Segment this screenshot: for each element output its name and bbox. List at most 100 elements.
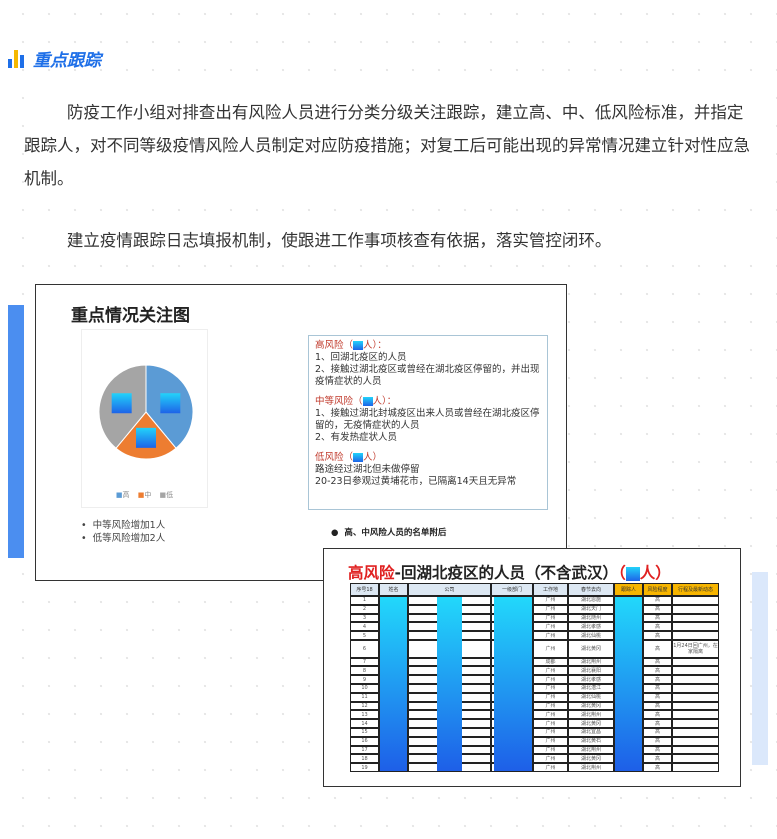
table-cell: 6 bbox=[350, 640, 379, 658]
table-header: 风险程度 bbox=[643, 583, 672, 596]
table-cell: 广州 bbox=[533, 754, 568, 764]
table-cell: 广州 bbox=[533, 719, 568, 728]
table-header: 跟踪人 bbox=[614, 583, 643, 596]
table-cell bbox=[672, 684, 719, 693]
table-cell: 15 bbox=[350, 728, 379, 737]
table-cell: 广州 bbox=[533, 710, 568, 720]
table-cell: 湖北荆州 bbox=[568, 745, 614, 755]
table-cell bbox=[672, 701, 719, 711]
table-cell: 1 bbox=[350, 596, 379, 605]
pie-data-label bbox=[160, 393, 181, 414]
table-cell: 8 bbox=[350, 666, 379, 676]
redacted-block bbox=[615, 597, 642, 771]
table-cell: 湖北荆州 bbox=[568, 657, 614, 667]
table-cell: 10 bbox=[350, 684, 379, 693]
bullet-item: • 低等风险增加2人 bbox=[81, 533, 166, 544]
table-cell: 16 bbox=[350, 736, 379, 746]
chart-legend: ■高 ■中 ■低 bbox=[115, 491, 174, 499]
bullet-item: • 中等风险增加1人 bbox=[81, 520, 166, 531]
table-cell: 湖北天门 bbox=[568, 604, 614, 614]
risk-criteria-box: 高风险（ 人）： 1、回湖北疫区的人员 2、接触过湖北疫区或曾经在湖北疫区停留的，并… bbox=[308, 335, 548, 510]
table-cell: 17 bbox=[350, 745, 379, 755]
table-cell: 湖北荆州 bbox=[568, 763, 614, 772]
redacted-block bbox=[494, 597, 532, 771]
table-cell: 湖北仙桃 bbox=[568, 692, 614, 702]
table-cell: 高 bbox=[643, 675, 672, 684]
table-cell: 高 bbox=[643, 763, 672, 772]
table-cell: 高 bbox=[643, 613, 672, 623]
table-cell: 高 bbox=[643, 736, 672, 746]
table-cell: 高 bbox=[643, 728, 672, 737]
table-cell: 广州 bbox=[533, 736, 568, 746]
table-cell: 18 bbox=[350, 754, 379, 764]
table-cell: 3 bbox=[350, 613, 379, 623]
paragraph: 建立疫情跟踪日志填报机制，使跟进工作事项核查有依据，落实管控闭环。 bbox=[24, 224, 754, 257]
table-header: 春节去向 bbox=[568, 583, 614, 596]
legend-low: 低 bbox=[166, 491, 174, 499]
table-header: 工作地 bbox=[533, 583, 568, 596]
pie-chart: ■高 ■中 ■低 bbox=[81, 329, 208, 508]
table-cell: 广州 bbox=[533, 631, 568, 640]
table-cell: 广州 bbox=[533, 701, 568, 711]
table-cell: 9 bbox=[350, 675, 379, 684]
table-cell: 湖北黄冈 bbox=[568, 754, 614, 764]
table-cell: 广州 bbox=[533, 666, 568, 676]
table-cell: 12 bbox=[350, 701, 379, 711]
table-cell: 广州 bbox=[533, 675, 568, 684]
table-cell: 广州 bbox=[533, 684, 568, 693]
table-cell: 高 bbox=[643, 631, 672, 640]
table-cell: 19 bbox=[350, 763, 379, 772]
table-cell: 成都 bbox=[533, 657, 568, 667]
table-cell: 高 bbox=[643, 692, 672, 702]
table-cell: 高 bbox=[643, 604, 672, 614]
paragraph: 防疫工作小组对排查出有风险人员进行分类分级关注跟踪，建立高、中、低风险标准，并指… bbox=[24, 96, 754, 195]
slide-image-high-risk-table: 高风险-回湖北疫区的人员（不含武汉）（ 人） 序号18 姓名 公司 一级部门 工作地 春节去… bbox=[323, 548, 741, 787]
table-cell bbox=[672, 736, 719, 746]
table-cell: 湖北荆州 bbox=[568, 710, 614, 720]
table-header: 序号18 bbox=[350, 583, 379, 596]
table-cell: 湖北黄冈 bbox=[568, 719, 614, 728]
table-cell: 湖北黄石 bbox=[568, 736, 614, 746]
table-cell bbox=[672, 613, 719, 623]
table-cell: 广州 bbox=[533, 763, 568, 772]
table-header: 姓名 bbox=[379, 583, 408, 596]
table-cell: 湖北仙桃 bbox=[568, 631, 614, 640]
table-cell: 高 bbox=[643, 710, 672, 720]
table-cell: 湖北襄阳 bbox=[568, 666, 614, 676]
note-bullet: ● 高、中风险人员的名单附后 bbox=[331, 528, 447, 538]
slide-image-focus-chart: 重点情况关注图 ■高 ■中 ■低 • 中等风险增加1人 • 低等风险增加2人 高… bbox=[35, 284, 567, 581]
table-cell bbox=[672, 622, 719, 632]
table-cell: 高 bbox=[643, 701, 672, 711]
table-cell: 13 bbox=[350, 710, 379, 720]
slide-title: 重点情况关注图 bbox=[71, 306, 190, 326]
table-cell: 高 bbox=[643, 666, 672, 676]
table-cell bbox=[672, 763, 719, 772]
table-header: 一级部门 bbox=[491, 583, 533, 596]
table-cell: 广州 bbox=[533, 604, 568, 614]
table-cell: 广州 bbox=[533, 745, 568, 755]
table-cell: 4 bbox=[350, 622, 379, 632]
table-cell bbox=[672, 745, 719, 755]
table-cell: 广州 bbox=[533, 596, 568, 605]
table-cell: 7 bbox=[350, 657, 379, 667]
table-cell: 11 bbox=[350, 692, 379, 702]
table-cell bbox=[672, 604, 719, 614]
table-cell: 广州 bbox=[533, 622, 568, 632]
table-cell: 湖北孝感 bbox=[568, 675, 614, 684]
decorative-bar bbox=[8, 305, 24, 558]
bar-chart-icon bbox=[8, 48, 26, 68]
table-cell bbox=[672, 719, 719, 728]
table-cell: 高 bbox=[643, 719, 672, 728]
table-cell bbox=[672, 596, 719, 605]
table-cell: 广州 bbox=[533, 640, 568, 658]
decorative-bar bbox=[752, 572, 768, 765]
table-cell: 高 bbox=[643, 640, 672, 658]
table-cell: 高 bbox=[643, 745, 672, 755]
table-cell bbox=[672, 675, 719, 684]
slide-title: 高风险-回湖北疫区的人员（不含武汉）（ 人） bbox=[348, 564, 671, 582]
table-cell: 湖北黄冈 bbox=[568, 640, 614, 658]
table-cell: 湖北随州 bbox=[568, 613, 614, 623]
table-cell: 高 bbox=[643, 754, 672, 764]
table-cell: 广州 bbox=[533, 692, 568, 702]
table-cell: 1月24日回广州，在家隔离 bbox=[672, 640, 719, 658]
